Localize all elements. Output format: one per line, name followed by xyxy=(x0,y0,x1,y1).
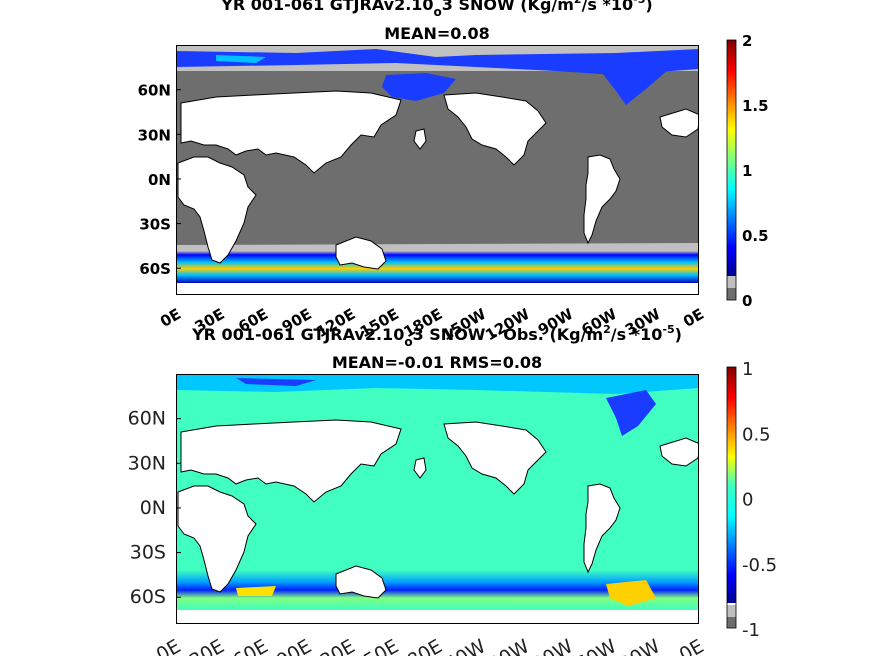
colorbar-tick-label: -0.5 xyxy=(742,555,777,576)
panel-1-pacific-snow xyxy=(382,73,456,101)
y-tick-label: 30S xyxy=(130,542,166,564)
panel-1-atlantic-snow xyxy=(596,59,676,105)
x-tick-label: 30E xyxy=(186,635,228,656)
panel-1-subtitle: MEAN=0.08 xyxy=(384,24,490,43)
panel-2-colorbar-scale xyxy=(727,367,736,603)
panel-1-colorbar: 0 0.5 1 1.5 2 xyxy=(726,32,769,310)
panel-2-subtitle: MEAN=-0.01 RMS=0.08 xyxy=(332,353,542,372)
colorbar-tick-label: 2 xyxy=(742,32,752,50)
panel-2-colorbar: 1 0.5 0 -0.5 -1 xyxy=(726,359,777,641)
panel-2-positive-patch xyxy=(606,580,656,606)
panel-2: YR 001-061 GTJRAv2.10o3 SNOW - Obs. (Kg/… xyxy=(128,323,778,656)
panel-1-map xyxy=(176,45,699,295)
x-tick-label: 0E xyxy=(680,305,707,331)
panel-1-colorbar-labels: 0 0.5 1 1.5 2 xyxy=(742,32,769,310)
panel-2-atlantic-anomaly xyxy=(606,390,656,436)
colorbar-tick-label: 1.5 xyxy=(742,97,769,115)
x-tick-label: 0E xyxy=(676,635,708,656)
panel-1: YR 001-061 GTJRAv2.10o3 SNOW (Kg/m2/s *1… xyxy=(138,0,769,344)
panel-1-colorbar-ice xyxy=(727,276,736,288)
x-tick-label: 60E xyxy=(229,635,271,656)
colorbar-tick-label: 0.5 xyxy=(742,227,769,245)
panel-1-title: YR 001-061 GTJRAv2.10o3 SNOW (Kg/m2/s *1… xyxy=(220,0,652,19)
y-tick-label: 30N xyxy=(138,126,171,144)
panel-2-ticks: 60N30N0N30S60S0E30E60E90E120E150E180E150… xyxy=(128,408,708,656)
x-tick-label: 60W xyxy=(572,635,620,656)
panel-2-arctic-anomaly xyxy=(176,374,699,394)
colorbar-tick-label: 1 xyxy=(742,162,752,180)
panel-2-colorbar-ice xyxy=(727,605,736,617)
panel-2-title: YR 001-061 GTJRAv2.10o3 SNOW - Obs. (Kg/… xyxy=(191,323,682,349)
panel-2-antarctica xyxy=(176,610,699,624)
colorbar-tick-label: -1 xyxy=(742,620,760,641)
colorbar-tick-label: 1 xyxy=(742,359,753,380)
x-tick-label: 0E xyxy=(153,635,185,656)
colorbar-tick-label: 0 xyxy=(742,292,752,310)
y-tick-label: 30S xyxy=(139,216,171,234)
panel-1-arctic-snow xyxy=(176,49,699,75)
x-tick-label: 0E xyxy=(157,305,184,331)
y-tick-label: 0N xyxy=(140,497,166,519)
panel-1-colorbar-scale xyxy=(727,40,736,276)
y-tick-label: 60S xyxy=(139,260,171,278)
panel-1-antarctica xyxy=(176,283,699,295)
y-tick-label: 30N xyxy=(128,452,166,474)
panel-1-arctic-snow-hi xyxy=(216,55,266,63)
x-tick-label: 90W xyxy=(529,635,577,656)
y-tick-label: 0N xyxy=(148,171,171,189)
x-tick-label: 30W xyxy=(616,635,664,656)
panel-1-frame xyxy=(176,45,699,295)
y-tick-label: 60N xyxy=(128,408,166,430)
x-tick-label: 90E xyxy=(273,635,315,656)
panel-2-map xyxy=(176,374,699,624)
panel-1-colorbar-frame xyxy=(726,39,737,301)
panel-2-positive-patch-2 xyxy=(236,586,276,596)
panel-2-frame xyxy=(176,374,699,624)
panel-2-colorbar-frame xyxy=(726,366,737,629)
panel-1-colorbar-mask xyxy=(727,288,736,300)
colorbar-tick-label: 0 xyxy=(742,490,753,511)
panel-2-colorbar-labels: 1 0.5 0 -0.5 -1 xyxy=(742,359,777,641)
panel-2-arctic-anomaly-neg xyxy=(236,378,316,386)
panel-1-southern-snow xyxy=(176,251,699,283)
panel-2-colorbar-mask xyxy=(727,617,736,628)
y-tick-label: 60N xyxy=(138,82,171,100)
y-tick-label: 60S xyxy=(130,586,166,608)
colorbar-tick-label: 0.5 xyxy=(742,424,771,445)
